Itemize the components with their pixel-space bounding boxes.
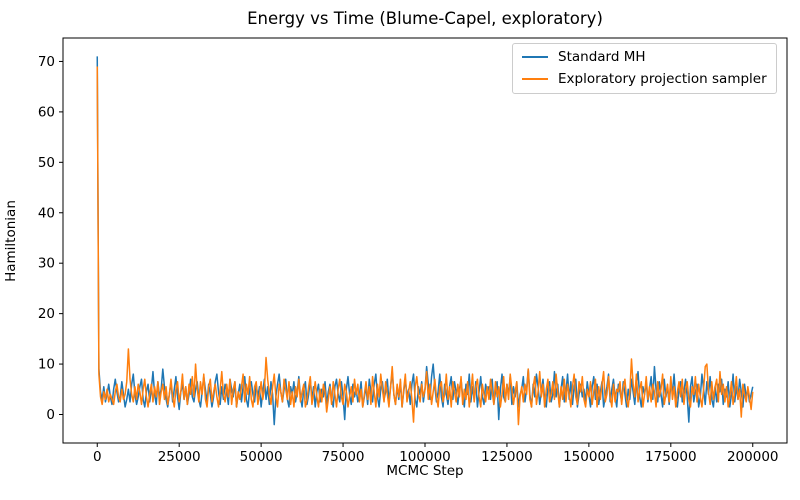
x-tick-label: 0 (93, 449, 102, 465)
y-tick-label: 70 (38, 54, 55, 70)
y-tick-label: 0 (46, 407, 55, 423)
x-tick-label: 75000 (322, 449, 365, 465)
legend-label: Standard MH (558, 49, 646, 65)
series-line-1 (96, 66, 754, 426)
legend-label: Exploratory projection sampler (558, 71, 767, 87)
legend-line-sample-orange (522, 78, 548, 80)
chart-title: Energy vs Time (Blume-Capel, exploratory… (247, 9, 603, 28)
y-axis-label: Hamiltonian (3, 200, 19, 282)
x-tick-label: 200000 (727, 449, 779, 465)
x-tick-label: 175000 (645, 449, 697, 465)
x-tick-label: 50000 (240, 449, 283, 465)
y-tick-label: 10 (38, 357, 55, 373)
x-axis-label: MCMC Step (386, 463, 464, 479)
y-tick-label: 30 (38, 256, 55, 272)
y-tick-label: 50 (38, 155, 55, 171)
y-tick-label: 20 (38, 306, 55, 322)
legend-item-standard-mh: Standard MH (522, 49, 767, 65)
y-tick-label: 40 (38, 205, 55, 221)
x-tick-label: 125000 (481, 449, 533, 465)
legend: Standard MH Exploratory projection sampl… (512, 43, 777, 94)
x-tick-label: 150000 (563, 449, 615, 465)
legend-line-sample-blue (522, 56, 548, 58)
y-tick-label: 60 (38, 104, 55, 120)
x-tick-label: 100000 (399, 449, 451, 465)
legend-item-exploratory: Exploratory projection sampler (522, 71, 767, 87)
x-tick-label: 25000 (158, 449, 201, 465)
